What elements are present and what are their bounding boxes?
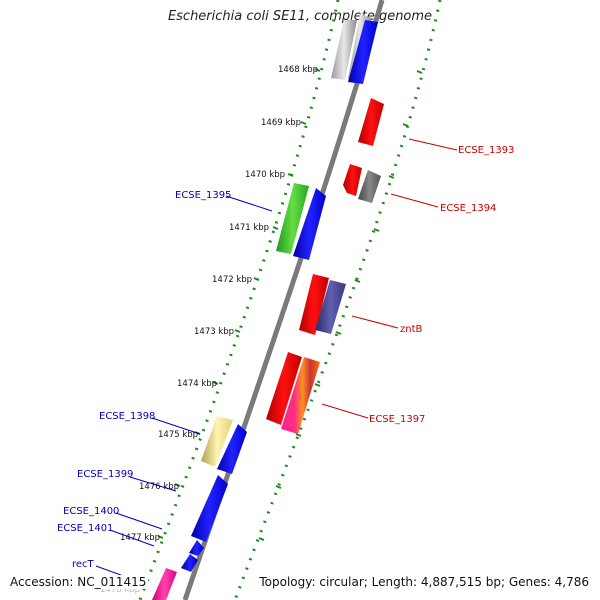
- kbp-labels: 1468 kbp 1469 kbp 1470 kbp 1471 kbp 1472…: [100, 65, 318, 595]
- gene-ecse-1398-blue: [217, 424, 247, 474]
- gene-red-zntb: [299, 274, 329, 335]
- gene-label-ecse-1400: ECSE_1400: [63, 506, 119, 517]
- gene-label-zntb: zntB: [400, 324, 423, 335]
- kbp-label-1477: 1477 kbp: [120, 533, 160, 543]
- reverse-gene-labels: ECSE_1393 ECSE_1394 zntB ECSE_1397: [321, 138, 514, 425]
- gene-ecse-1398: [201, 416, 233, 467]
- kbp-label-1471: 1471 kbp: [229, 223, 269, 233]
- kbp-label-1469: 1469 kbp: [261, 118, 301, 128]
- accession-text: Accession: NC_011415: [8, 575, 149, 589]
- leader-ecse-1394: [390, 193, 439, 208]
- gene-ecse-1395-blue: [293, 188, 326, 260]
- gene-ecse-1393b: [343, 164, 362, 196]
- gene-ecse-1395-green: [276, 183, 309, 254]
- leader-zntb: [351, 315, 399, 329]
- kbp-label-1476: 1476 kbp: [139, 482, 179, 492]
- gene-ecse-1401: [189, 540, 204, 556]
- leader-ecse-1393: [408, 138, 458, 151]
- kbp-label-1475: 1475 kbp: [158, 430, 198, 440]
- kbp-label-1468: 1468 kbp: [278, 65, 318, 75]
- gene-ecse-1400: [191, 475, 228, 542]
- gene-ecse-1397: [281, 357, 320, 434]
- gene-ecse-1393: [358, 98, 384, 146]
- tick-marks: [157, 68, 423, 541]
- forward-gene-labels: ECSE_1395 ECSE_1398 ECSE_1399 ECSE_1400 …: [57, 190, 273, 583]
- leader-ecse-1398: [151, 417, 201, 435]
- gene-rect-blue: [181, 554, 198, 572]
- leader-ecse-1400: [115, 512, 163, 530]
- kbp-label-1472: 1472 kbp: [212, 275, 252, 285]
- gene-gray-top: [331, 20, 357, 80]
- leader-ecse-1399: [129, 476, 177, 492]
- gene-label-ecse-1398: ECSE_1398: [99, 411, 155, 422]
- gene-label-ecse-1397: ECSE_1397: [369, 414, 425, 425]
- inner-dotted-ring: [138, 0, 340, 600]
- gene-rect: [152, 568, 177, 600]
- gene-ecse-1394: [358, 170, 381, 203]
- gene-blue-top: [348, 20, 378, 84]
- gene-label-rect: recT: [72, 559, 95, 570]
- kbp-label-1474: 1474 kbp: [177, 379, 217, 389]
- kbp-label-1473: 1473 kbp: [194, 327, 234, 337]
- gene-label-ecse-1401: ECSE_1401: [57, 523, 113, 534]
- gene-label-ecse-1399: ECSE_1399: [77, 469, 133, 480]
- kbp-label-1478: 1478 kbp: [100, 585, 140, 595]
- leader-ecse-1397: [321, 403, 369, 419]
- gene-label-ecse-1395: ECSE_1395: [175, 190, 231, 201]
- gene-ecse-1397-red: [266, 352, 302, 425]
- gene-features: [152, 14, 384, 600]
- gene-zntb: [315, 280, 346, 334]
- leader-ecse-1401: [109, 529, 155, 547]
- gene-label-ecse-1394: ECSE_1394: [440, 203, 496, 214]
- leader-ecse-1395: [225, 195, 273, 212]
- gene-label-ecse-1393: ECSE_1393: [458, 145, 514, 156]
- kbp-label-1470: 1470 kbp: [245, 170, 285, 180]
- topology-text: Topology: circular; Length: 4,887,515 bp…: [257, 575, 591, 589]
